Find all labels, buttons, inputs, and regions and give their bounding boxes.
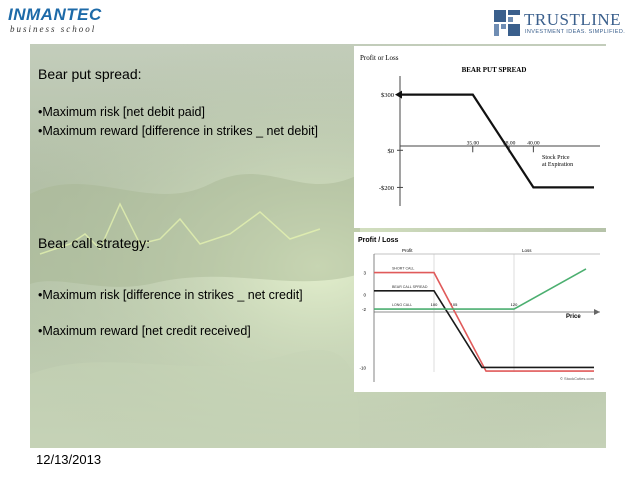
chart1-y-ticks: $300 $0 -$200 [379, 92, 403, 192]
chart1-xtick-label: 35.00 [467, 140, 480, 146]
chart2-xtick-label: 120 [511, 302, 518, 307]
inmantec-subtitle: business school [10, 24, 97, 34]
trustline-logo-icon [494, 10, 520, 36]
chart2-y-ticks: 3 0 -2 -10 [359, 271, 366, 371]
chart1-series-line [400, 93, 594, 189]
chart2-series-label: BEAR CALL SPREAD [392, 285, 428, 289]
chart2-series-line [374, 268, 587, 310]
bear-put-spread-title: Bear put spread: [38, 66, 142, 82]
chart2-region-loss: Loss [522, 248, 532, 253]
chart2-series-line [374, 271, 594, 372]
chart2-ytick-label: 0 [363, 292, 366, 297]
chart1-ytick-label: -$200 [379, 185, 394, 192]
chart2-series-line [374, 290, 594, 369]
slide-date: 12/13/2013 [36, 452, 102, 467]
chart1-xtick-label: 40.00 [527, 140, 540, 146]
bear-put-spread-svg: Profit or Loss BEAR PUT SPREAD $300 $0 -$2… [360, 54, 600, 206]
bear-call-spread-chart: Profit / Loss Profit Loss Price 3 0 -2 -10 … [354, 232, 606, 392]
chart2-xlabel: Price [566, 314, 581, 320]
chart2-xtick-label: 105 [451, 302, 458, 307]
chart2-x-axis-arrow [594, 309, 600, 315]
slide-content: Bear put spread: •Maximum risk [net debi… [30, 44, 606, 448]
chart2-series-label: LONG CALL [392, 303, 412, 307]
trustline-tagline: INVESTMENT IDEAS. SIMPLIFIED. [525, 29, 626, 35]
chart1-ytick-label: $0 [388, 148, 395, 155]
bear-call-spread-svg: Profit / Loss Profit Loss Price 30-2-10 … [358, 237, 600, 382]
chart1-arrow [395, 90, 402, 99]
chart1-ytick-label: $300 [381, 92, 394, 99]
chart1-ylabel: Profit or Loss [360, 54, 399, 62]
chart2-region-profit: Profit [402, 248, 413, 253]
bear-put-bullet-2: •Maximum reward [difference in strikes _… [38, 124, 318, 138]
trustline-logo: TRUSTLINE INVESTMENT IDEAS. SIMPLIFIED. [494, 8, 632, 38]
bear-put-spread-chart: Profit or Loss BEAR PUT SPREAD $300 $0 -$2… [354, 46, 606, 228]
chart2-footer: © StockCuties.com [560, 376, 595, 381]
inmantec-brand: INMANTEC [8, 5, 102, 24]
chart1-xlabel: Stock Price at Expiration [542, 155, 573, 168]
chart1-xtick-label: 38.00 [503, 140, 516, 146]
chart2-ytick-label: -10 [359, 365, 366, 370]
inmantec-logo: INMANTEC business school [8, 6, 128, 38]
bear-call-bullet-2: •Maximum reward [net credit received] [38, 324, 251, 338]
chart2-title: Profit / Loss [358, 237, 399, 244]
chart2-ytick-label: 3 [363, 271, 366, 276]
chart2-ytick-label: -2 [362, 307, 366, 312]
bear-call-bullet-1: •Maximum risk [difference in strikes _ n… [38, 288, 303, 302]
trustline-brand: TRUSTLINE [524, 10, 622, 29]
bear-put-bullet-1: •Maximum risk [net debit paid] [38, 105, 205, 119]
chart2-series-label: SHORT CALL [392, 267, 414, 271]
chart2-xtick-label: 100 [431, 302, 438, 307]
chart1-title: BEAR PUT SPREAD [462, 66, 527, 74]
chart2-series: SHORT CALL BEAR CALL SPREAD LONG CALL [374, 267, 594, 372]
chart2-x-ticks: 100 105 120 [431, 302, 518, 307]
bear-call-strategy-title: Bear call strategy: [38, 235, 151, 251]
